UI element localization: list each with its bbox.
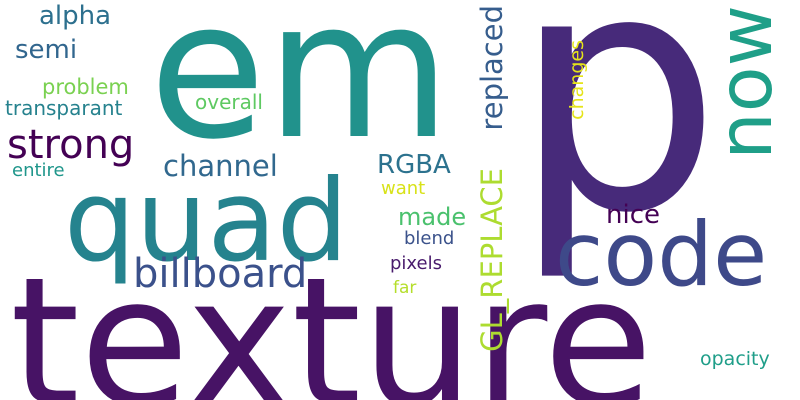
word-want: want	[381, 178, 426, 199]
word-strong: strong	[7, 122, 135, 168]
word-opacity: opacity	[700, 348, 770, 370]
word-problem: problem	[42, 75, 129, 99]
word-quad: quad	[64, 155, 349, 287]
word-transparant: transparant	[5, 96, 123, 120]
word-p: p	[512, 0, 722, 285]
word-far: far	[393, 278, 417, 298]
word-blend: blend	[404, 228, 455, 249]
word-texture: texture	[10, 239, 653, 400]
word-replaced: replaced	[475, 5, 509, 131]
word-rgba: RGBA	[377, 150, 451, 180]
word-em: em	[149, 0, 451, 181]
word-entire: entire	[12, 160, 65, 181]
word-nice: nice	[606, 200, 660, 230]
word-overall: overall	[195, 90, 263, 114]
word-made: made	[398, 203, 467, 231]
word-semi: semi	[15, 35, 78, 65]
word-alpha: alpha	[39, 1, 112, 31]
word-code: code	[555, 203, 768, 306]
word-pixels: pixels	[390, 253, 442, 274]
word-billboard: billboard	[133, 251, 308, 297]
word-now: now	[701, 5, 789, 160]
word-gl-replace: GL_REPLACE	[475, 168, 509, 352]
word-channel: channel	[163, 149, 278, 183]
word-changes: changes	[566, 40, 588, 120]
